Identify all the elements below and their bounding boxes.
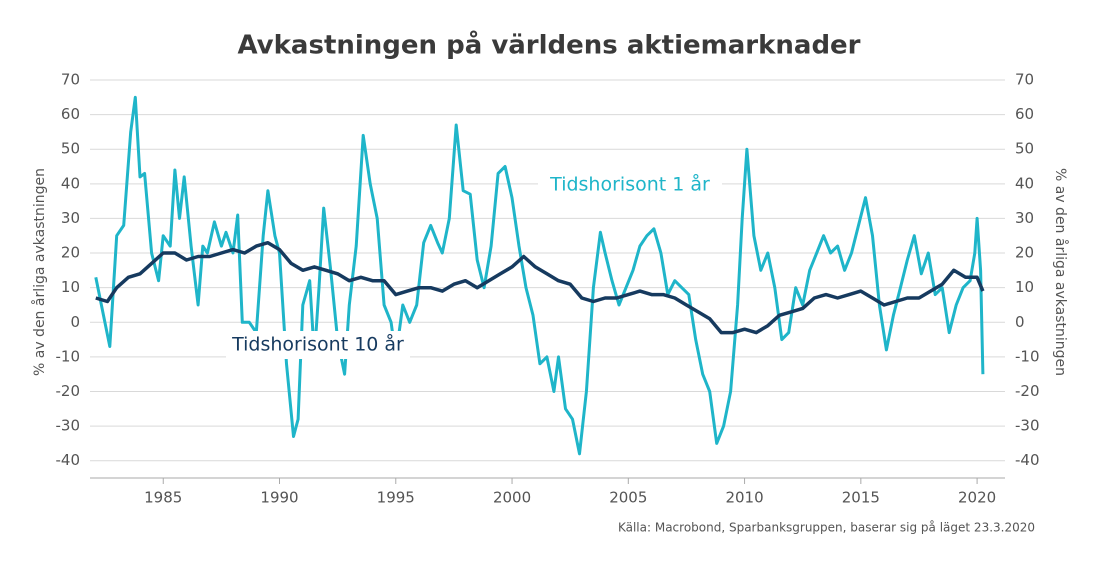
y2-tick-label: 40 [1015, 174, 1034, 192]
series-label-bg [538, 171, 722, 199]
y-tick-label: 60 [61, 105, 80, 123]
x-tick-label: 1985 [144, 489, 182, 507]
y2-tick-label: 60 [1015, 105, 1034, 123]
y2-tick-label: 50 [1015, 140, 1034, 158]
x-tick-label: 1995 [377, 489, 415, 507]
y-tick-label: -40 [56, 451, 81, 469]
y-tick-label: -30 [56, 417, 81, 435]
y-axis-label: % av den årliga avkastningen [31, 168, 48, 376]
chart-title: Avkastningen på världens aktiemarknader [237, 29, 860, 61]
y-tick-label: -20 [56, 382, 81, 400]
y2-axis-label: % av den årliga avkastningen [1052, 168, 1069, 376]
y2-tick-label: 70 [1015, 71, 1034, 89]
y-tick-label: 20 [61, 244, 80, 262]
y2-tick-label: 30 [1015, 209, 1034, 227]
y2-tick-label: -40 [1015, 451, 1040, 469]
y-tick-label: 30 [61, 209, 80, 227]
y2-tick-label: 20 [1015, 244, 1034, 262]
y-tick-label: 0 [70, 313, 80, 331]
y-tick-label: -10 [56, 347, 81, 365]
x-tick-label: 2015 [842, 489, 880, 507]
series-label: Tidshorisont 1 år [549, 173, 710, 196]
x-tick-label: 2000 [493, 489, 531, 507]
y2-tick-label: 10 [1015, 278, 1034, 296]
series-label-bg [226, 331, 410, 359]
series-label: Tidshorisont 10 år [231, 333, 404, 356]
y2-tick-label: 0 [1015, 313, 1025, 331]
y2-tick-label: -20 [1015, 382, 1040, 400]
series-line [95, 240, 985, 335]
x-tick-label: 1990 [260, 489, 298, 507]
source-note: Källa: Macrobond, Sparbanksgruppen, base… [618, 521, 1035, 535]
x-tick-label: 2010 [725, 489, 763, 507]
x-tick-label: 2005 [609, 489, 647, 507]
y2-tick-label: -10 [1015, 347, 1040, 365]
x-tick-label: 2020 [958, 489, 996, 507]
y2-tick-label: -30 [1015, 417, 1040, 435]
y-tick-label: 40 [61, 174, 80, 192]
y-tick-label: 70 [61, 71, 80, 89]
y-tick-label: 50 [61, 140, 80, 158]
y-tick-label: 10 [61, 278, 80, 296]
series-line [94, 95, 985, 456]
